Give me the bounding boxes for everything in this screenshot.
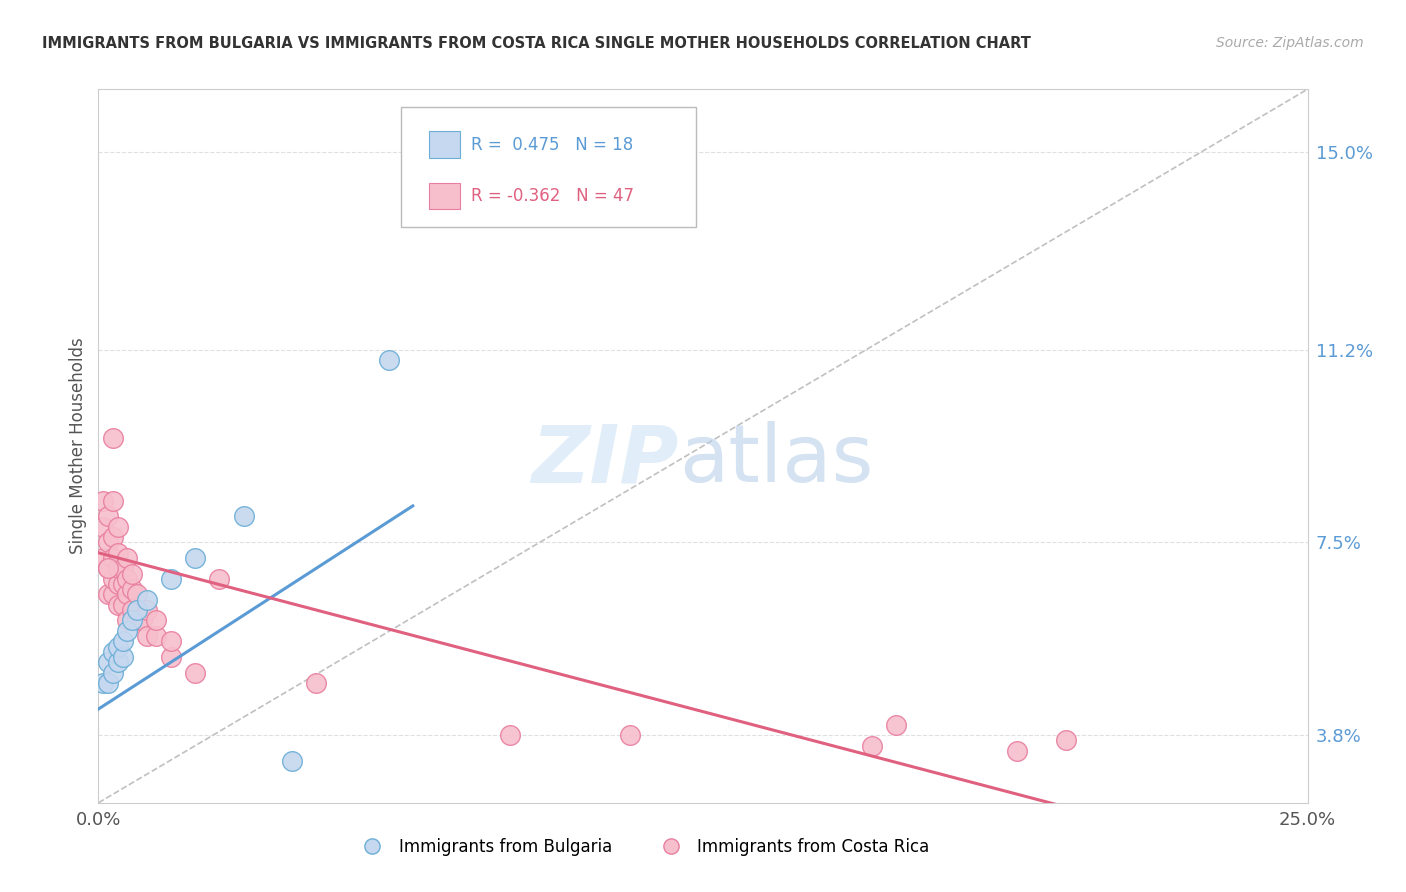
Point — [107, 640, 129, 654]
Point — [281, 754, 304, 768]
Point — [101, 665, 124, 680]
Point — [117, 572, 139, 586]
Text: R = -0.362   N = 47: R = -0.362 N = 47 — [471, 187, 634, 205]
Point — [97, 509, 120, 524]
Point — [91, 551, 114, 566]
Point — [160, 634, 183, 648]
Point — [101, 572, 124, 586]
Point — [232, 509, 254, 524]
Point — [101, 551, 124, 566]
Point — [101, 431, 124, 445]
Point — [101, 587, 124, 601]
Point — [145, 614, 167, 628]
Point — [101, 645, 124, 659]
Text: R =  0.475   N = 18: R = 0.475 N = 18 — [471, 136, 633, 153]
Point — [135, 603, 157, 617]
Legend: Immigrants from Bulgaria, Immigrants from Costa Rica: Immigrants from Bulgaria, Immigrants fro… — [349, 831, 936, 863]
Point — [97, 535, 120, 549]
Point — [135, 592, 157, 607]
Point — [305, 676, 328, 690]
Point — [101, 530, 124, 544]
Point — [160, 649, 183, 664]
Point — [91, 520, 114, 534]
Point — [107, 546, 129, 560]
Y-axis label: Single Mother Households: Single Mother Households — [69, 338, 87, 554]
Point — [1007, 744, 1029, 758]
Point — [91, 493, 114, 508]
Point — [111, 561, 134, 575]
Point — [97, 655, 120, 669]
Point — [121, 614, 143, 628]
Point — [131, 614, 153, 628]
Point — [97, 587, 120, 601]
Point — [208, 572, 231, 586]
Point — [117, 624, 139, 638]
Point — [111, 634, 134, 648]
Point — [145, 629, 167, 643]
Point — [160, 572, 183, 586]
Point — [101, 493, 124, 508]
Point — [111, 577, 134, 591]
Text: Source: ZipAtlas.com: Source: ZipAtlas.com — [1216, 36, 1364, 50]
Point — [1054, 733, 1077, 747]
Point — [107, 655, 129, 669]
Text: IMMIGRANTS FROM BULGARIA VS IMMIGRANTS FROM COSTA RICA SINGLE MOTHER HOUSEHOLDS : IMMIGRANTS FROM BULGARIA VS IMMIGRANTS F… — [42, 36, 1031, 51]
Point — [111, 649, 134, 664]
Point — [886, 717, 908, 731]
Point — [107, 520, 129, 534]
Point — [97, 561, 120, 575]
Point — [107, 577, 129, 591]
Point — [117, 551, 139, 566]
Point — [91, 676, 114, 690]
Point — [184, 551, 207, 566]
Text: atlas: atlas — [679, 421, 873, 500]
Point — [498, 728, 520, 742]
Point — [619, 728, 641, 742]
Point — [127, 614, 149, 628]
Point — [107, 598, 129, 612]
Point — [127, 603, 149, 617]
Point — [860, 739, 883, 753]
Point — [97, 676, 120, 690]
Point — [121, 566, 143, 581]
Point — [111, 598, 134, 612]
Point — [117, 587, 139, 601]
Point — [135, 629, 157, 643]
Point — [184, 665, 207, 680]
Point — [121, 603, 143, 617]
Text: ZIP: ZIP — [531, 421, 679, 500]
Point — [121, 582, 143, 597]
Point — [127, 587, 149, 601]
Point — [97, 561, 120, 575]
Point — [117, 614, 139, 628]
Point — [107, 561, 129, 575]
Point — [377, 353, 399, 368]
